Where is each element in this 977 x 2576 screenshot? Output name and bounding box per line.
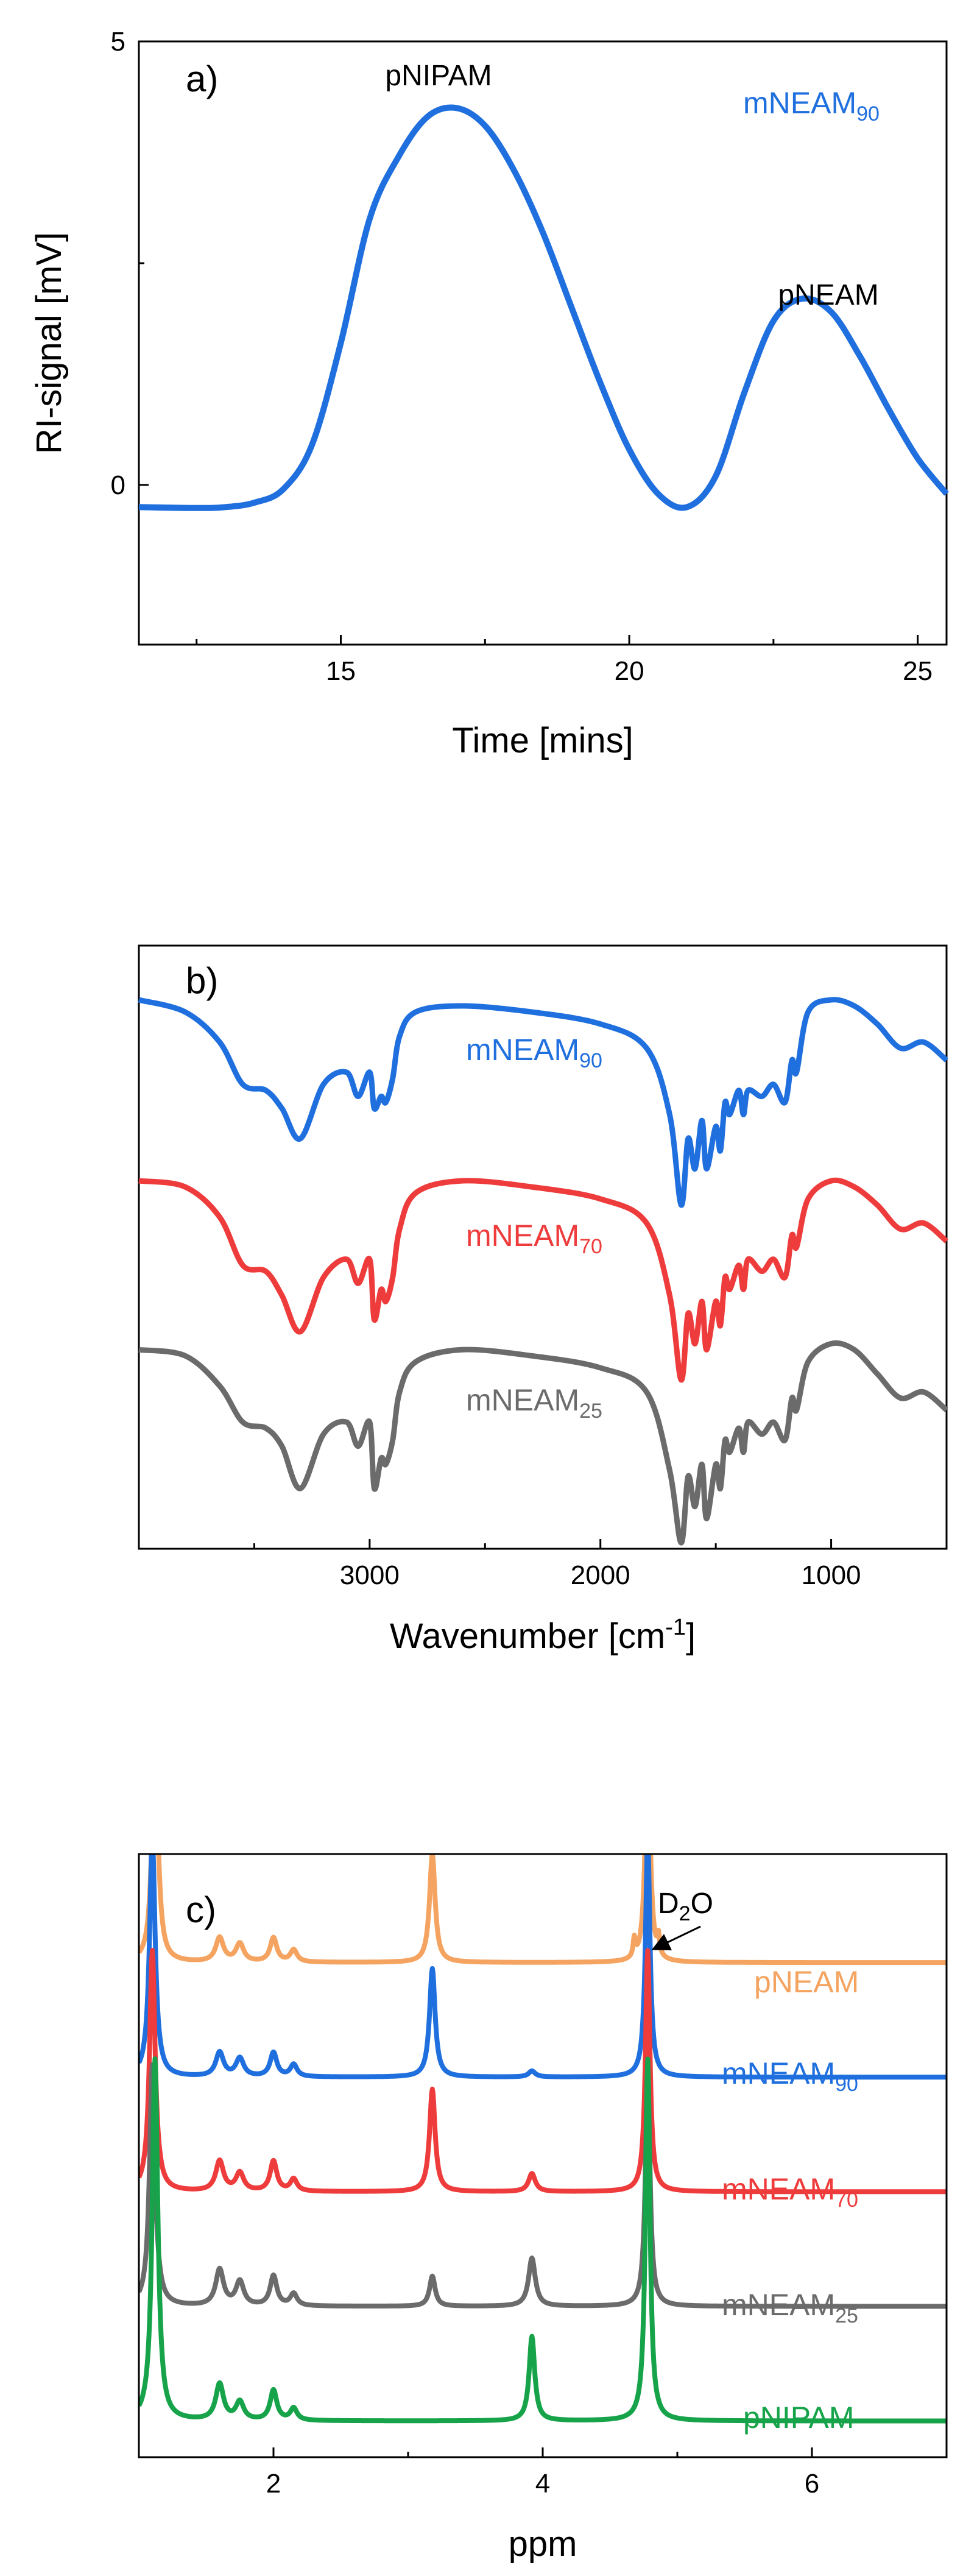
panel-c-curve-pNEAM: [139, 1854, 947, 1966]
panel-c-d2o-label: D2O: [658, 1888, 713, 1925]
panel-c-series-label-mNEAM70: mNEAM70: [722, 2172, 858, 2212]
panel-b-curve-mNEAM70: [138, 1177, 948, 1383]
panel-c-xtick-label: 4: [535, 2469, 550, 2499]
panel-a-frame: [138, 40, 948, 646]
panel-b-series-label-mNEAM70-main: mNEAM: [466, 1219, 579, 1253]
panel-c-d2o-label-end: O: [691, 1888, 713, 1920]
panel-a-series-label: mNEAM90: [743, 86, 880, 126]
panel-a-series-label-main: mNEAM: [743, 86, 856, 120]
panel-a-xlabel: Time [mins]: [452, 721, 633, 760]
panel-a-peak-label-pneam: pNEAM: [778, 279, 878, 311]
panel-a-curve-mNEAM90: [138, 104, 949, 511]
panel-c-series-label-mNEAM25-sub: 25: [835, 2304, 858, 2327]
panel-b-curve-mNEAM25: [138, 1340, 948, 1546]
panel-a-ylabel: RI-signal [mV]: [29, 232, 69, 454]
panel-a-xtick-label: 20: [615, 656, 644, 686]
panel-c-xtick-label: 2: [266, 2469, 281, 2499]
panel-b-series-label-mNEAM70-sub: 70: [579, 1235, 602, 1258]
panel-c-d2o-arrow: [651, 1925, 701, 1951]
panel-b-series-label-mNEAM70: mNEAM70: [466, 1219, 602, 1258]
panel-c-ticks: 2 4 6: [138, 2447, 819, 2499]
panel-a-ytick-label: 0: [111, 470, 125, 500]
panel-b-frame: [138, 944, 948, 1550]
panel-b-series-label-mNEAM25-main: mNEAM: [466, 1383, 579, 1417]
panel-a-xtick-label: 25: [903, 656, 933, 686]
panel-c-d2o-label-main: D: [658, 1888, 679, 1920]
panel-c-xlabel: ppm: [509, 2524, 577, 2564]
panel-b-xlabel-main: Wavenumber [cm: [390, 1616, 665, 1656]
panel-c-series-label-mNEAM25-main: mNEAM: [722, 2288, 835, 2322]
panel-b-series-label-mNEAM90: mNEAM90: [466, 1033, 602, 1072]
panel-c-series-label-pNIPAM: pNIPAM: [743, 2401, 854, 2435]
panel-b-curve-mNEAM90: [138, 997, 948, 1208]
panel-a-ticks: 15 20 25 0 5: [111, 27, 933, 686]
panel-c-series-label-mNEAM25: mNEAM25: [722, 2288, 858, 2327]
panel-c-frame: [138, 1853, 948, 2458]
panel-b-series-label-mNEAM90-sub: 90: [579, 1049, 602, 1072]
panel-c-d2o-label-sub: 2: [679, 1902, 691, 1925]
panel-c-series-label-mNEAM70-sub: 70: [835, 2189, 858, 2212]
panel-c-series-label-mNEAM90-sub: 90: [835, 2073, 858, 2096]
panel-c-curve-mNEAM70: [139, 1948, 947, 2195]
panel-b-series-label-mNEAM25: mNEAM25: [466, 1383, 602, 1423]
panel-b-xtick-label: 3000: [340, 1560, 400, 1590]
panel-c-xtick-label: 6: [805, 2469, 819, 2499]
panel-a-ytick-label: 5: [111, 27, 125, 57]
panel-c-series-label-mNEAM70-main: mNEAM: [722, 2172, 835, 2206]
panel-b-label: b): [186, 960, 218, 1001]
panel-b-xlabel-end: ]: [686, 1616, 696, 1656]
panel-b-series-label-mNEAM25-sub: 25: [579, 1399, 602, 1423]
panel-b-series-label-mNEAM90-main: mNEAM: [466, 1033, 579, 1067]
panel-c-curve-mNEAM25: [139, 2062, 947, 2309]
panel-a-label: a): [186, 58, 218, 99]
panel-b-xtick-label: 1000: [802, 1560, 861, 1590]
panel-b-ticks: 3000 2000 1000: [253, 1539, 861, 1590]
panel-c-series-label-mNEAM90: mNEAM90: [722, 2056, 858, 2096]
panel-c-series-label-mNEAM90-main: mNEAM: [722, 2056, 835, 2090]
panel-b: 3000 2000 1000 b) mNEAM90 mNEAM70 mNEAM25 …: [138, 944, 948, 1656]
panel-a-peak-label-pnipam: pNIPAM: [385, 60, 492, 92]
panel-c-curve-pNIPAM: [139, 2056, 947, 2424]
panel-a: 15 20 25 0 5 a) pNIPAM pNEAM mNEAM90 Time [m…: [29, 27, 949, 760]
panel-b-xlabel-sup: -1: [665, 1615, 686, 1640]
panel-c-label: c): [186, 1889, 216, 1930]
panel-b-xtick-label: 2000: [571, 1560, 630, 1590]
panel-a-series-label-sub: 90: [856, 102, 880, 126]
panel-b-xlabel: Wavenumber [cm-1]: [390, 1615, 696, 1656]
panel-c-curve-mNEAM90: [139, 1854, 947, 2080]
panel-a-xtick-label: 15: [326, 656, 356, 686]
panel-c-series-label-pNEAM: pNEAM: [754, 1965, 859, 1999]
